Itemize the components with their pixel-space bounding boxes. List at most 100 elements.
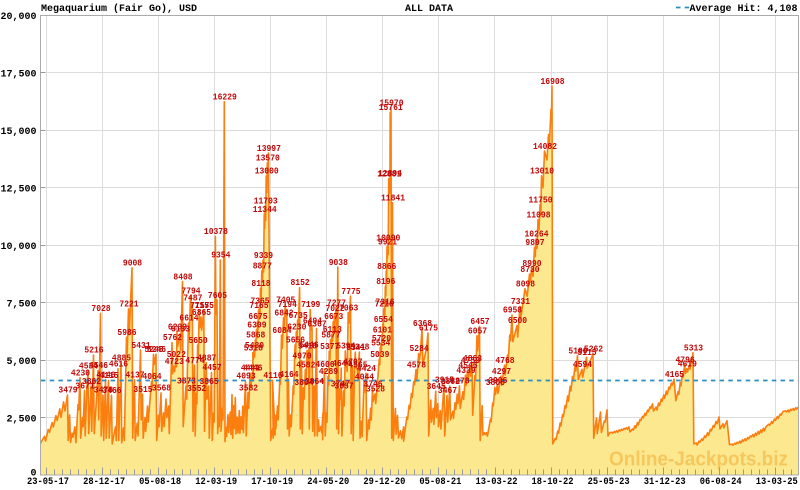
svg-text:9354: 9354 [211, 250, 231, 261]
svg-text:5986: 5986 [117, 327, 137, 338]
svg-text:7022: 7022 [326, 303, 346, 314]
svg-text:4093: 4093 [236, 371, 256, 382]
svg-text:9339: 9339 [254, 250, 274, 261]
svg-text:12-03-19: 12-03-19 [195, 477, 237, 488]
svg-text:11098: 11098 [527, 209, 551, 220]
svg-text:4289: 4289 [319, 366, 339, 377]
svg-text:7216: 7216 [375, 299, 395, 310]
svg-text:11344: 11344 [253, 204, 277, 215]
svg-text:8408: 8408 [173, 271, 193, 282]
svg-text:8118: 8118 [251, 278, 271, 289]
svg-text:4165: 4165 [665, 369, 685, 380]
svg-text:7405: 7405 [276, 294, 296, 305]
svg-text:5868: 5868 [246, 330, 266, 341]
svg-text:10090: 10090 [376, 233, 400, 244]
svg-text:3467: 3467 [438, 385, 457, 396]
svg-text:9038: 9038 [329, 257, 349, 268]
svg-text:7794: 7794 [181, 285, 201, 296]
svg-text:3864: 3864 [305, 376, 325, 387]
svg-text:6675: 6675 [248, 311, 268, 322]
svg-text:4339: 4339 [456, 365, 476, 376]
svg-text:9897: 9897 [525, 237, 544, 248]
svg-text:5650: 5650 [189, 335, 209, 346]
svg-text:5341: 5341 [346, 342, 366, 353]
svg-text:3582: 3582 [239, 382, 259, 393]
svg-text:13570: 13570 [256, 153, 280, 164]
svg-text:23-05-17: 23-05-17 [27, 477, 69, 488]
svg-text:28-12-17: 28-12-17 [83, 477, 125, 488]
svg-text:7165: 7165 [249, 300, 269, 311]
svg-text:4164: 4164 [279, 369, 299, 380]
svg-text:4616: 4616 [109, 359, 129, 370]
svg-text:7277: 7277 [327, 297, 346, 308]
svg-text:4707: 4707 [343, 356, 362, 367]
svg-text:6673: 6673 [324, 311, 344, 322]
svg-text:11750: 11750 [529, 194, 553, 205]
svg-text:6230: 6230 [287, 321, 307, 332]
svg-text:3466: 3466 [102, 385, 122, 396]
svg-text:4457: 4457 [202, 362, 221, 373]
svg-text:7605: 7605 [208, 290, 228, 301]
svg-text:5284: 5284 [410, 343, 430, 354]
svg-text:7155: 7155 [195, 300, 215, 311]
svg-text:4441: 4441 [241, 363, 261, 374]
svg-text:8866: 8866 [377, 261, 397, 272]
svg-text:8730: 8730 [520, 264, 540, 275]
svg-text:5377: 5377 [320, 341, 339, 352]
svg-text:4546: 4546 [89, 360, 109, 371]
svg-text:3746: 3746 [363, 379, 383, 390]
svg-text:6133: 6133 [171, 324, 191, 335]
svg-text:3515: 3515 [133, 384, 153, 395]
svg-text:3862: 3862 [441, 376, 461, 387]
svg-text:10,000: 10,000 [0, 242, 36, 253]
svg-text:7775: 7775 [341, 286, 361, 297]
svg-text:5656: 5656 [286, 335, 306, 346]
svg-text:17,500: 17,500 [0, 70, 36, 81]
svg-text:4768: 4768 [495, 355, 515, 366]
svg-text:4582: 4582 [296, 359, 316, 370]
svg-text:6084: 6084 [272, 325, 292, 336]
svg-text:4116: 4116 [263, 370, 283, 381]
svg-text:6554: 6554 [374, 314, 394, 325]
svg-text:05-08-18: 05-08-18 [139, 477, 181, 488]
svg-text:4619: 4619 [678, 359, 698, 370]
svg-text:3671: 3671 [75, 380, 95, 391]
svg-text:20,000: 20,000 [0, 12, 36, 23]
svg-text:6057: 6057 [468, 325, 487, 336]
svg-text:7194: 7194 [278, 299, 298, 310]
svg-text:14082: 14082 [533, 141, 557, 152]
svg-text:4137: 4137 [125, 370, 144, 381]
svg-text:7028: 7028 [91, 303, 111, 314]
svg-text:7365: 7365 [250, 295, 270, 306]
svg-text:4534: 4534 [79, 360, 99, 371]
svg-text:9921: 9921 [378, 237, 398, 248]
svg-text:8098: 8098 [516, 278, 536, 289]
svg-text:6842: 6842 [274, 307, 294, 318]
svg-text:4297: 4297 [492, 366, 511, 377]
svg-text:13010: 13010 [530, 166, 554, 177]
svg-text:3528: 3528 [366, 384, 386, 395]
svg-text:18-10-22: 18-10-22 [532, 477, 574, 488]
svg-text:7487: 7487 [183, 293, 202, 304]
svg-text:5,000: 5,000 [6, 357, 36, 368]
svg-text:4565: 4565 [348, 360, 368, 371]
svg-text:5245: 5245 [144, 344, 164, 355]
svg-text:4644: 4644 [332, 358, 352, 369]
svg-text:6735: 6735 [289, 310, 309, 321]
svg-text:6614: 6614 [179, 313, 199, 324]
svg-text:7316: 7316 [375, 296, 395, 307]
svg-text:3906: 3906 [488, 375, 508, 386]
svg-text:4796: 4796 [676, 354, 696, 365]
svg-text:5877: 5877 [321, 330, 340, 341]
svg-text:13-03-25: 13-03-25 [756, 477, 798, 488]
svg-text:4863: 4863 [463, 353, 483, 364]
svg-text:5446: 5446 [300, 339, 320, 350]
svg-text:6309: 6309 [247, 320, 267, 331]
svg-text:15970: 15970 [380, 97, 404, 108]
svg-text:6457: 6457 [470, 316, 489, 327]
svg-text:3806: 3806 [486, 377, 506, 388]
svg-text:13-03-22: 13-03-22 [476, 477, 518, 488]
svg-text:6113: 6113 [323, 324, 343, 335]
svg-text:4115: 4115 [99, 370, 119, 381]
svg-text:5762: 5762 [163, 332, 183, 343]
